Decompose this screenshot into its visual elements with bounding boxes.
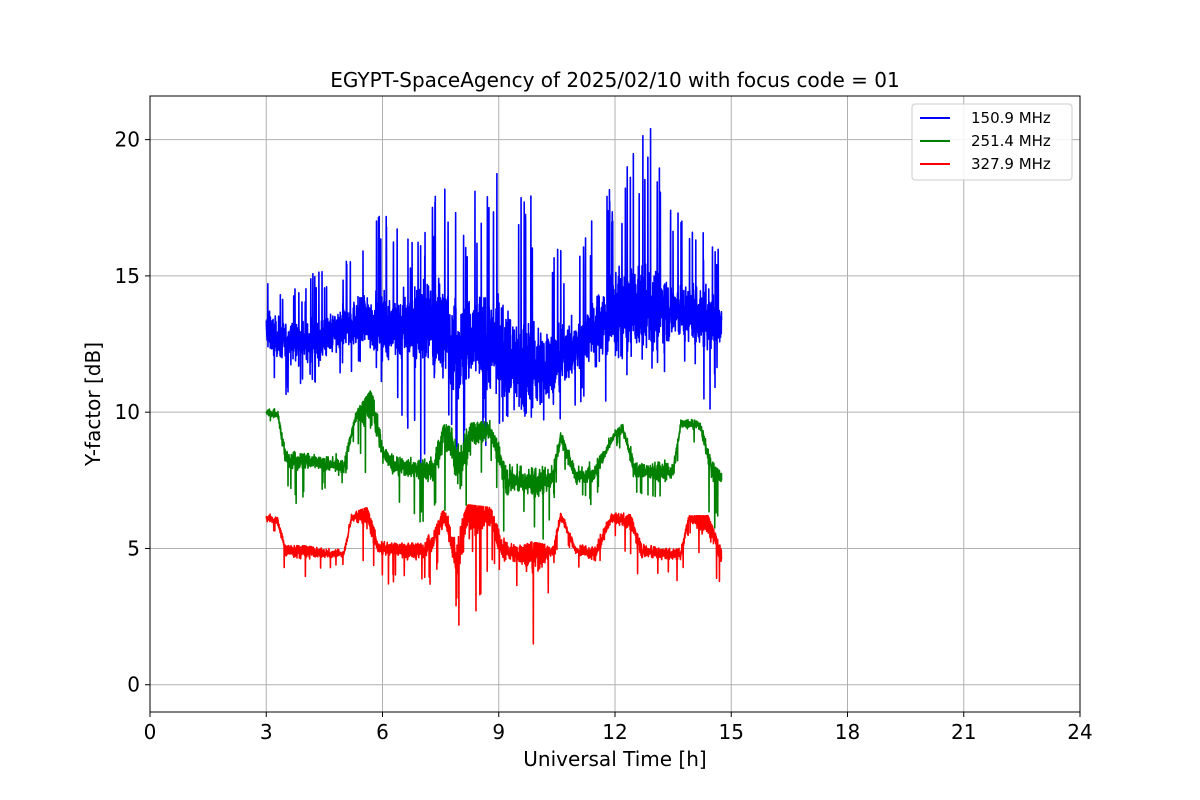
legend-label: 150.9 MHz (971, 109, 1051, 127)
axes: 0 3 6 9 12 15 18 21 24 0 5 10 15 20 (115, 128, 1093, 744)
x-tick-label: 0 (144, 720, 157, 744)
y-tick-label: 5 (127, 536, 140, 560)
legend-label: 251.4 MHz (971, 132, 1051, 150)
x-tick-label: 12 (602, 720, 627, 744)
x-tick-label: 6 (376, 720, 389, 744)
series-line-1 (265, 127, 723, 480)
x-tick-label: 24 (1067, 720, 1092, 744)
x-tick-label: 9 (492, 720, 505, 744)
chart-title: EGYPT-SpaceAgency of 2025/02/10 with foc… (330, 68, 899, 92)
series-line-2 (265, 390, 723, 540)
x-tick-label: 3 (260, 720, 273, 744)
x-tick-label: 21 (951, 720, 976, 744)
y-tick-label: 10 (115, 400, 140, 424)
series-layer (265, 127, 723, 645)
series-line-3 (265, 504, 723, 645)
x-tick-label: 18 (835, 720, 860, 744)
x-tick-label: 15 (719, 720, 744, 744)
legend-label: 327.9 MHz (971, 155, 1051, 173)
y-tick-label: 0 (127, 673, 140, 697)
x-axis-label: Universal Time [h] (523, 747, 706, 771)
legend: 150.9 MHz 251.4 MHz 327.9 MHz (911, 103, 1073, 181)
y-axis-label: Y-factor [dB] (81, 342, 105, 467)
y-tick-label: 15 (115, 264, 140, 288)
legend-box (911, 103, 1073, 181)
y-tick-label: 20 (115, 128, 140, 152)
